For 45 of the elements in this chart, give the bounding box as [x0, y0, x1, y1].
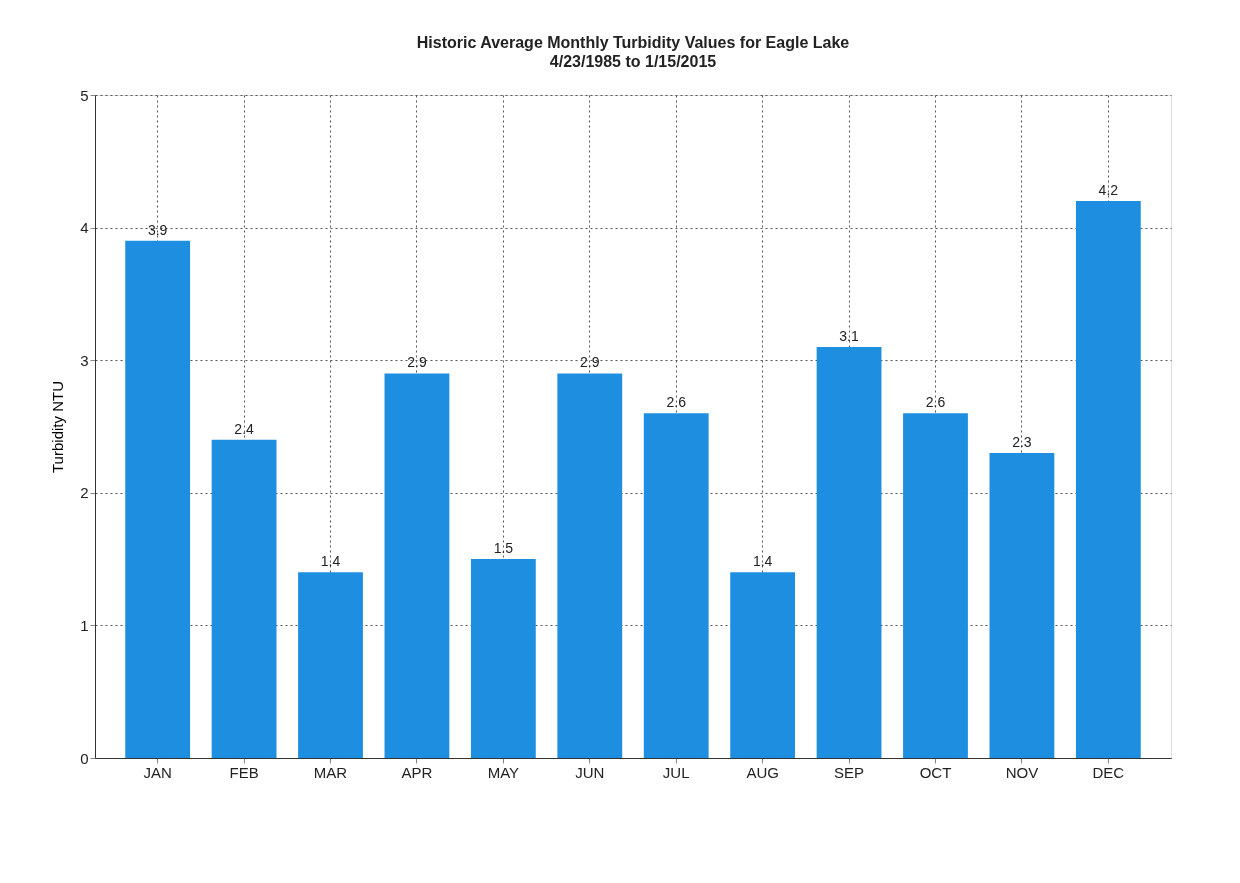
y-tick-label: 1 [80, 616, 89, 634]
y-tick-label: 4 [80, 219, 89, 237]
x-tick-label: AUG [746, 763, 779, 781]
x-tick-label: JAN [143, 763, 172, 781]
bar [384, 373, 450, 758]
data-label: 2.3 [1012, 434, 1032, 451]
y-tick-label: 3 [80, 351, 89, 369]
y-tick-label: 5 [80, 86, 89, 104]
bar [1075, 201, 1141, 758]
x-tick-label: MAR [313, 763, 348, 781]
x-tick-label: FEB [229, 763, 259, 781]
x-tick-label: MAY [487, 763, 520, 781]
data-label: 1.4 [320, 553, 341, 570]
y-axis-title: Turbidity NTU [49, 381, 67, 473]
chart-title: Historic Average Monthly Turbidity Values for Eagle Lake [416, 34, 850, 51]
bar [989, 453, 1055, 758]
data-label: 1.5 [493, 540, 514, 557]
bar [557, 373, 623, 758]
bar [125, 240, 191, 758]
x-tick-label: NOV [1005, 763, 1039, 781]
x-tick-label: APR [401, 763, 433, 781]
x-tick-label: OCT [919, 763, 952, 781]
bar [903, 413, 968, 758]
data-label: 2.9 [580, 354, 600, 371]
x-tick-label: DEC [1092, 763, 1125, 781]
bar [730, 572, 796, 758]
y-tick-label: 0 [80, 749, 89, 767]
data-label: 4.2 [1098, 182, 1119, 199]
y-tick-label: 2 [80, 484, 89, 502]
bar [211, 439, 277, 758]
bar [298, 572, 363, 758]
data-label: 2.6 [925, 394, 946, 411]
data-label: 2.4 [234, 420, 255, 437]
chart-subtitle: 4/23/1985 to 1/15/2015 [549, 53, 717, 70]
bar [470, 559, 536, 758]
bar [816, 346, 882, 758]
x-tick-label: JUN [575, 763, 605, 781]
data-label: 3.9 [147, 221, 168, 238]
data-label: 2.6 [666, 394, 687, 411]
data-label: 1.4 [752, 553, 773, 570]
data-label: 3.1 [839, 327, 860, 344]
bar [643, 413, 709, 758]
x-tick-label: SEP [834, 763, 865, 781]
data-label: 2.9 [407, 354, 427, 371]
x-tick-label: JUL [662, 763, 690, 781]
